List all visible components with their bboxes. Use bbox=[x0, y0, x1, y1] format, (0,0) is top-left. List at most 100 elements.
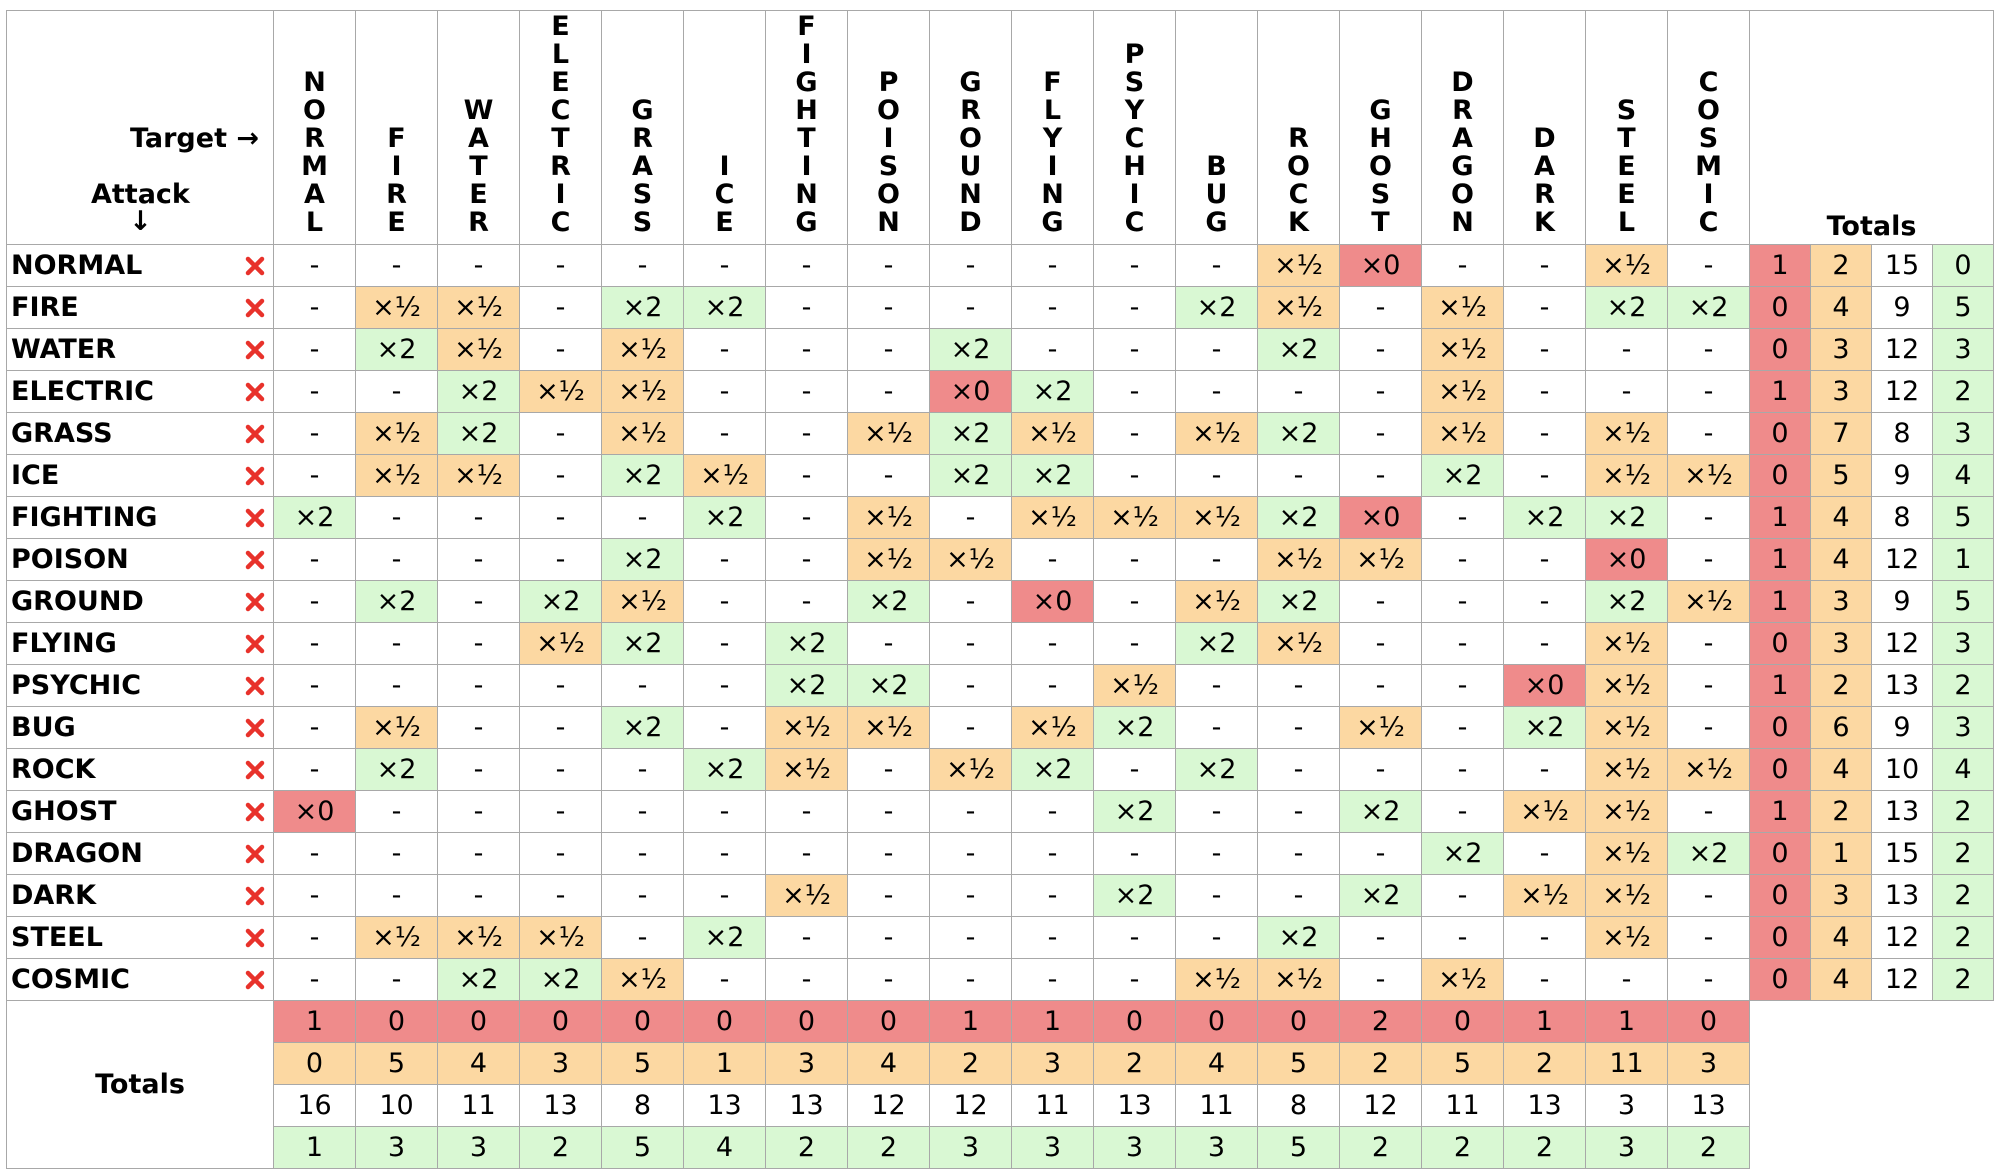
column-total: 11 bbox=[1421, 1084, 1504, 1127]
type-row: FIRE - ×½ ×½ - ×2 ×2- - - - - ×2 ×½ - ×½ - ×2 ×2 0 4 9 5 bbox=[6, 286, 1994, 329]
type-header: ROCK bbox=[1257, 10, 1340, 245]
column-total: 2 bbox=[1093, 1042, 1176, 1085]
column-total: 1 bbox=[1011, 1000, 1094, 1043]
row-name-wrap: POISON bbox=[11, 546, 273, 573]
row-total: 1 bbox=[1749, 538, 1811, 581]
column-total: 4 bbox=[683, 1126, 766, 1169]
effect-cell: - bbox=[1667, 622, 1750, 665]
remove-icon[interactable] bbox=[245, 802, 265, 822]
column-total: 0 bbox=[273, 1042, 356, 1085]
effect-cell: ×½ bbox=[1585, 664, 1668, 707]
effect-cell: - bbox=[519, 874, 602, 917]
type-header: GROUND bbox=[929, 10, 1012, 245]
column-total: 8 bbox=[601, 1084, 684, 1127]
effect-cell: - bbox=[929, 874, 1012, 917]
effect-cell: - bbox=[847, 454, 930, 497]
effect-cell: - bbox=[1667, 496, 1750, 539]
remove-icon[interactable] bbox=[245, 298, 265, 318]
row-name: POISON bbox=[11, 544, 129, 575]
row-name-cell: PSYCHIC bbox=[6, 664, 274, 707]
effect-cell: - bbox=[273, 748, 356, 791]
row-total: 4 bbox=[1810, 958, 1872, 1001]
effect-cell: - bbox=[683, 874, 766, 917]
remove-icon[interactable] bbox=[245, 760, 265, 780]
remove-icon[interactable] bbox=[245, 256, 265, 276]
row-name-cell: FIRE bbox=[6, 286, 274, 329]
effect-cell: ×½ bbox=[1093, 664, 1176, 707]
effect-cell: - bbox=[1339, 370, 1422, 413]
effect-cell: - bbox=[355, 370, 438, 413]
effect-cell: ×½ bbox=[847, 496, 930, 539]
effect-cell: - bbox=[1339, 664, 1422, 707]
type-header: BUG bbox=[1175, 10, 1258, 245]
column-total: 1 bbox=[1503, 1000, 1586, 1043]
column-total: 3 bbox=[1585, 1126, 1668, 1169]
effect-cell: ×2 bbox=[683, 916, 766, 959]
effect-cell: - bbox=[765, 958, 848, 1001]
effect-cell: - bbox=[683, 622, 766, 665]
effect-cell: - bbox=[1175, 706, 1258, 749]
column-total: 2 bbox=[1339, 1042, 1422, 1085]
effect-cell: - bbox=[437, 244, 520, 287]
remove-icon[interactable] bbox=[245, 550, 265, 570]
row-name: FIGHTING bbox=[11, 502, 158, 533]
effect-cell: ×½ bbox=[1585, 412, 1668, 455]
effect-cell: - bbox=[1011, 874, 1094, 917]
column-total: 1 bbox=[1585, 1000, 1668, 1043]
effect-cell: - bbox=[1093, 580, 1176, 623]
remove-icon[interactable] bbox=[245, 466, 265, 486]
remove-icon[interactable] bbox=[245, 340, 265, 360]
effect-cell: - bbox=[1257, 370, 1340, 413]
effect-cell: - bbox=[1503, 244, 1586, 287]
effect-cell: - bbox=[1667, 244, 1750, 287]
effect-cell: ×0 bbox=[1339, 496, 1422, 539]
row-total: 2 bbox=[1810, 790, 1872, 833]
column-total: 5 bbox=[1421, 1042, 1504, 1085]
row-total: 4 bbox=[1932, 454, 1994, 497]
effect-cell: - bbox=[683, 244, 766, 287]
effect-cell: - bbox=[437, 538, 520, 581]
effect-cell: - bbox=[355, 790, 438, 833]
effect-cell: - bbox=[1339, 622, 1422, 665]
effect-cell: - bbox=[519, 244, 602, 287]
remove-icon[interactable] bbox=[245, 592, 265, 612]
remove-icon[interactable] bbox=[245, 844, 265, 864]
effect-cell: - bbox=[1667, 412, 1750, 455]
remove-icon[interactable] bbox=[245, 382, 265, 402]
effect-cell: ×½ bbox=[1011, 496, 1094, 539]
row-total: 0 bbox=[1749, 412, 1811, 455]
remove-icon[interactable] bbox=[245, 970, 265, 990]
effect-cell: - bbox=[1503, 916, 1586, 959]
type-header: GRASS bbox=[601, 10, 684, 245]
effect-cell: - bbox=[273, 832, 356, 875]
effect-cell: - bbox=[683, 790, 766, 833]
remove-icon[interactable] bbox=[245, 676, 265, 696]
remove-icon[interactable] bbox=[245, 634, 265, 654]
row-total: 1 bbox=[1749, 496, 1811, 539]
type-header-text: FIGHTING bbox=[791, 11, 822, 235]
remove-icon[interactable] bbox=[245, 886, 265, 906]
column-total: 0 bbox=[1667, 1000, 1750, 1043]
row-name-cell: WATER bbox=[6, 328, 274, 371]
remove-icon[interactable] bbox=[245, 928, 265, 948]
effect-cell: - bbox=[273, 538, 356, 581]
type-row: COSMIC - - ×2 ×2 ×½ - - - - - - ×½ ×½ - ×½ - - -0 4 12 2 bbox=[6, 958, 1994, 1001]
remove-icon[interactable] bbox=[245, 424, 265, 444]
effect-cell: ×½ bbox=[1093, 496, 1176, 539]
type-header-text: POISON bbox=[873, 67, 904, 235]
remove-icon[interactable] bbox=[245, 508, 265, 528]
effect-cell: - bbox=[1175, 874, 1258, 917]
row-total: 0 bbox=[1749, 748, 1811, 791]
effect-cell: - bbox=[847, 286, 930, 329]
remove-icon[interactable] bbox=[245, 718, 265, 738]
effect-cell: - bbox=[519, 454, 602, 497]
row-name: ELECTRIC bbox=[11, 376, 154, 407]
attack-label: Attack bbox=[91, 179, 190, 210]
effect-cell: - bbox=[1667, 706, 1750, 749]
row-name-wrap: GRASS bbox=[11, 420, 273, 447]
effect-cell: - bbox=[355, 496, 438, 539]
effect-cell: - bbox=[1175, 916, 1258, 959]
column-total: 2 bbox=[1503, 1042, 1586, 1085]
effect-cell: - bbox=[273, 622, 356, 665]
